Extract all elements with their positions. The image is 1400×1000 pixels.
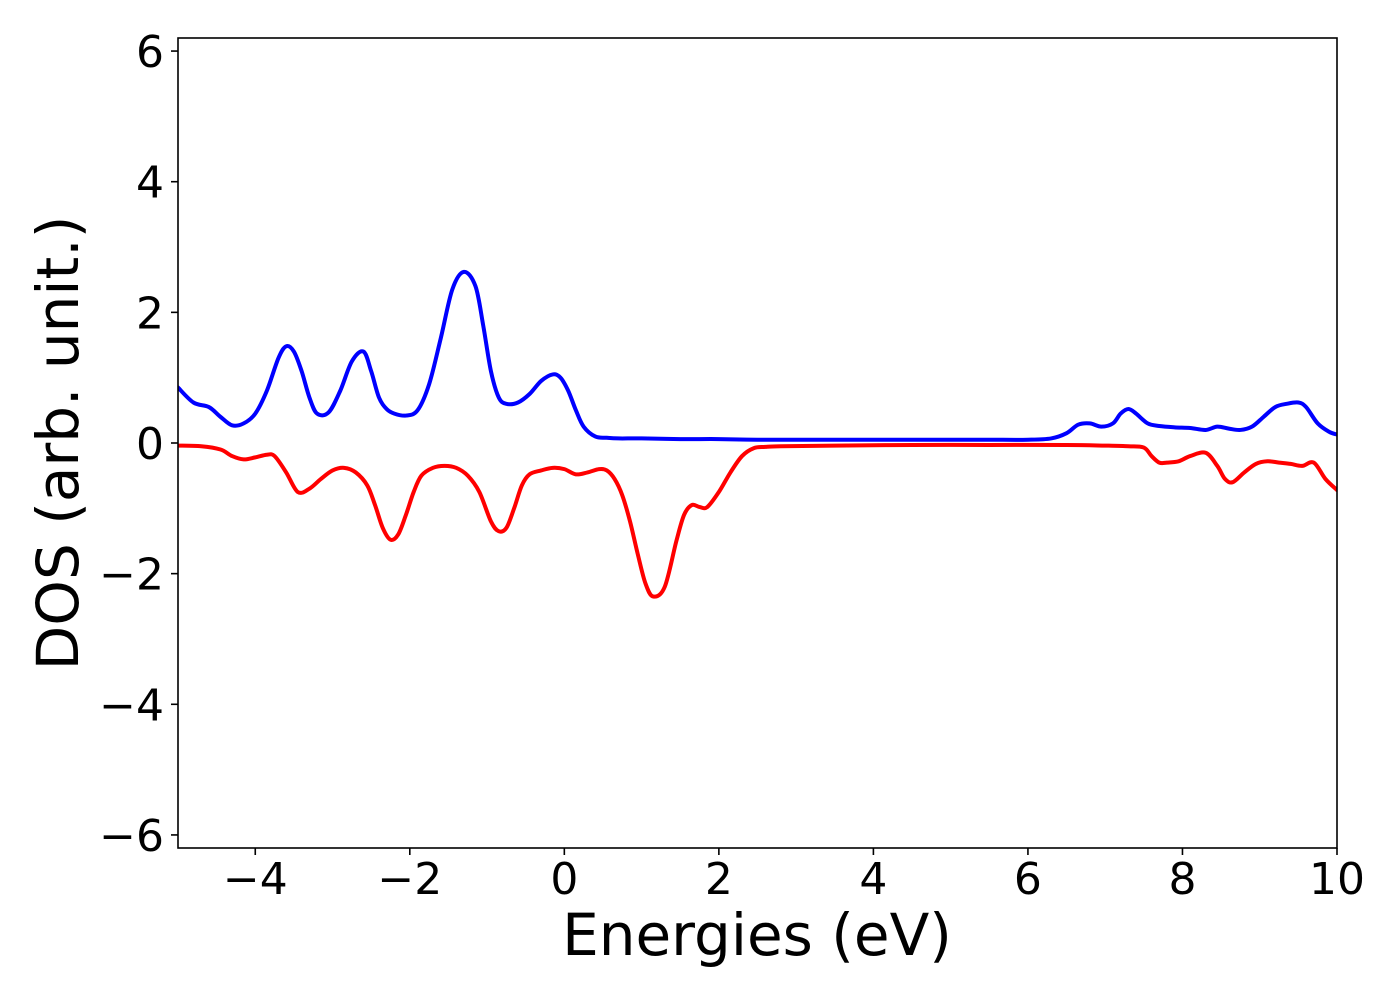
y-tick-label: −6 [99, 811, 164, 862]
x-tick-label: 8 [1168, 854, 1196, 905]
x-tick-label: 2 [705, 854, 733, 905]
y-tick-label: −2 [99, 550, 164, 601]
y-tick-label: 6 [136, 27, 164, 78]
x-axis-label: Energies (eV) [562, 901, 952, 969]
dos-series-line-blue [178, 269, 1337, 442]
x-tick-label: 6 [1014, 854, 1042, 905]
y-tick-label: −4 [99, 680, 164, 731]
y-tick-label: 0 [136, 419, 164, 470]
y-tick-label: 4 [136, 158, 164, 209]
plot-frame [177, 37, 1338, 849]
x-tick-label: −2 [377, 854, 442, 905]
y-tick-label: 2 [136, 288, 164, 339]
dos-series-line-red [178, 442, 1337, 599]
x-axis-ticks: −4 −2 0 2 4 6 8 10 [223, 848, 1365, 905]
y-axis-label: DOS (arb. unit.) [24, 216, 92, 671]
x-tick-label: 10 [1309, 854, 1365, 905]
x-tick-label: 4 [859, 854, 887, 905]
plot-series [178, 269, 1337, 599]
y-axis-ticks: 6 4 2 0 −2 −4 −6 [99, 27, 178, 862]
x-tick-label: 0 [550, 854, 578, 905]
x-tick-label: −4 [223, 854, 288, 905]
